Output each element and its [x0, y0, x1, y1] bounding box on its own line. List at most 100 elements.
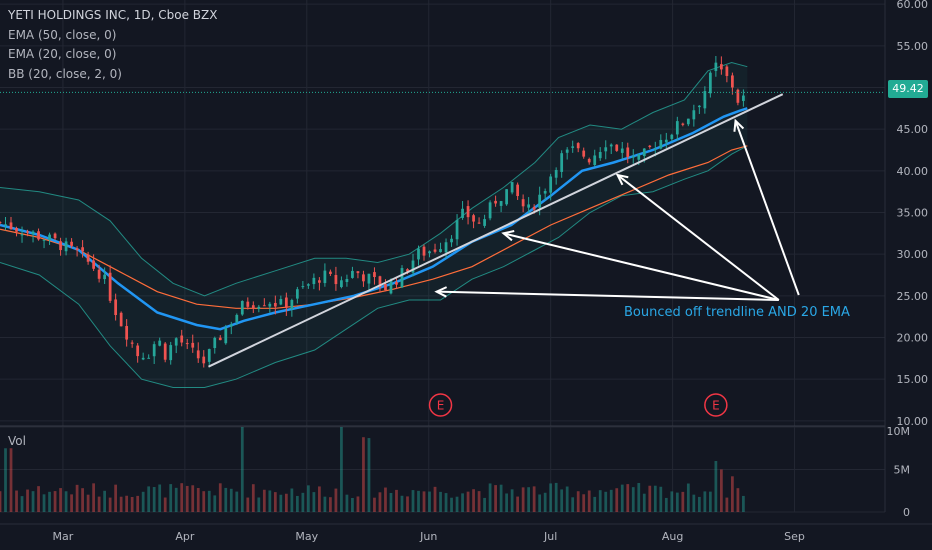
- volume-bar: [323, 496, 327, 512]
- volume-bar: [455, 496, 459, 512]
- month-label: Mar: [53, 530, 74, 543]
- candle-body: [631, 156, 635, 158]
- candle-body: [708, 72, 712, 94]
- volume-bar: [725, 497, 729, 512]
- volume-bar: [620, 484, 624, 512]
- candle-body: [163, 343, 167, 360]
- candle-body: [340, 280, 343, 288]
- price-tick-label: 15.00: [897, 373, 929, 386]
- volume-bar: [262, 489, 266, 512]
- price-tick-label: 55.00: [897, 40, 929, 53]
- volume-bar: [42, 494, 46, 512]
- volume-bar: [378, 492, 382, 512]
- volume-bar: [26, 489, 29, 512]
- volume-bar: [191, 485, 195, 512]
- volume-bar: [92, 483, 95, 512]
- volume-bar: [174, 487, 178, 512]
- volume-bar: [279, 494, 283, 512]
- volume-bar: [521, 487, 525, 512]
- volume-bar: [389, 492, 393, 512]
- chart-legend: YETI HOLDINGS INC, 1D, Cboe BZX EMA (50,…: [8, 6, 217, 84]
- volume-bars: [0, 427, 745, 512]
- candle-body: [103, 274, 107, 280]
- candle-body: [571, 146, 575, 148]
- bollinger-upper-line: [0, 61, 748, 297]
- volume-bar: [318, 486, 321, 512]
- volume-bar: [582, 494, 586, 512]
- candle-body: [152, 344, 156, 357]
- candle-body: [477, 222, 481, 224]
- volume-bar: [532, 486, 536, 512]
- volume-bar: [312, 492, 316, 512]
- volume-bar: [334, 488, 338, 512]
- candle-body: [604, 147, 608, 152]
- price-tick-label: 60.00: [897, 0, 929, 11]
- candle-body: [725, 66, 729, 76]
- candle-body: [53, 233, 57, 239]
- volume-bar: [169, 484, 173, 512]
- volume-bar: [130, 496, 134, 512]
- bollinger-fill: [0, 62, 748, 388]
- volume-bar: [4, 448, 7, 512]
- candle-body: [141, 357, 145, 360]
- month-label: Apr: [175, 530, 195, 543]
- candle-body: [373, 272, 376, 278]
- candle-body: [97, 269, 101, 279]
- last-price-tag: 49.42: [888, 80, 928, 98]
- ema50-legend[interactable]: EMA (50, close, 0): [8, 27, 117, 42]
- volume-bar: [587, 490, 591, 512]
- ema20-legend[interactable]: EMA (20, close, 0): [8, 47, 117, 61]
- volume-bar: [103, 490, 107, 512]
- volume-bar: [97, 496, 101, 512]
- volume-bar: [202, 491, 206, 512]
- candle-body: [191, 342, 195, 348]
- volume-bar: [86, 494, 90, 512]
- volume-bar: [384, 487, 387, 512]
- month-label: Sep: [784, 530, 805, 543]
- price-tick-label: 45.00: [897, 123, 929, 136]
- candle-body: [483, 219, 486, 226]
- price-tick-label: 10.00: [897, 415, 929, 428]
- candle-body: [593, 155, 597, 166]
- volume-bar: [185, 485, 189, 512]
- volume-bar: [213, 495, 217, 512]
- candle-body: [75, 248, 79, 251]
- bb-legend[interactable]: BB (20, close, 2, 0): [8, 66, 122, 81]
- candle-body: [692, 110, 696, 120]
- volume-bar: [53, 491, 57, 512]
- candle-body: [637, 154, 641, 160]
- volume-tick-label: 0: [903, 506, 910, 519]
- candle-body: [119, 312, 123, 327]
- candle-body: [719, 64, 723, 70]
- volume-bar: [301, 492, 305, 512]
- volume-bar: [598, 490, 602, 512]
- volume-bar: [516, 496, 520, 512]
- candle-body: [472, 215, 475, 222]
- candle-body: [461, 208, 464, 218]
- earnings-marker: [428, 393, 453, 417]
- volume-bar: [257, 497, 261, 512]
- volume-bar: [731, 476, 734, 512]
- candle-body: [422, 246, 426, 256]
- candle-body: [31, 231, 35, 235]
- volume-bar: [20, 496, 24, 512]
- volume-bar: [218, 483, 222, 512]
- volume-bar: [141, 491, 145, 512]
- volume-bar: [422, 491, 426, 512]
- volume-bar: [549, 483, 553, 512]
- price-tick-label: 20.00: [897, 332, 929, 345]
- earnings-marker-label: E: [712, 399, 720, 413]
- volume-bar: [400, 495, 404, 512]
- candle-body: [70, 241, 73, 246]
- volume-bar: [180, 483, 184, 512]
- candle-body: [279, 299, 283, 305]
- volume-bar: [152, 487, 156, 512]
- candle-body: [659, 139, 663, 149]
- volume-bar: [653, 485, 657, 512]
- volume-bar: [494, 485, 497, 512]
- price-tick-label: 30.00: [897, 248, 929, 261]
- candle-body: [59, 241, 62, 251]
- candle-body: [295, 289, 299, 299]
- volume-bar: [64, 491, 68, 512]
